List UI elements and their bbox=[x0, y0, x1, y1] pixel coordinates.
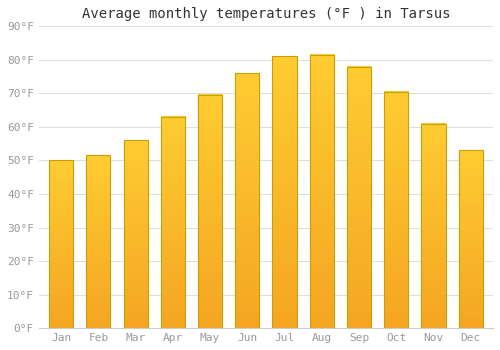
Bar bbox=[235, 73, 260, 328]
Bar bbox=[198, 95, 222, 328]
Bar bbox=[422, 124, 446, 328]
Bar bbox=[347, 66, 371, 328]
Bar bbox=[384, 92, 408, 328]
Bar bbox=[272, 56, 296, 328]
Bar bbox=[49, 160, 73, 328]
Bar bbox=[458, 150, 483, 328]
Bar bbox=[124, 140, 148, 328]
Bar bbox=[160, 117, 185, 328]
Bar bbox=[86, 155, 110, 328]
Bar bbox=[310, 55, 334, 328]
Title: Average monthly temperatures (°F ) in Tarsus: Average monthly temperatures (°F ) in Ta… bbox=[82, 7, 450, 21]
